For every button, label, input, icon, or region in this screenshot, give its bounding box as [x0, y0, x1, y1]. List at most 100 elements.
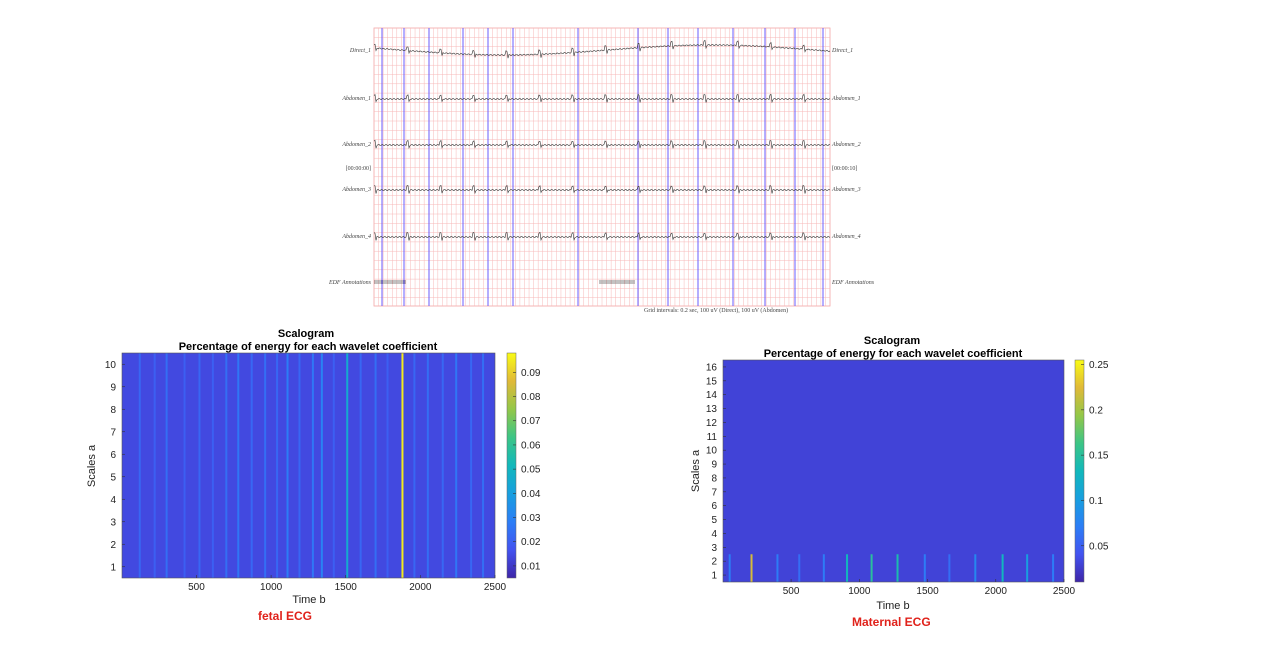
scalogram-fetal: Scalogram Percentage of energy for each … — [86, 328, 541, 606]
heatmap-stripe — [165, 353, 168, 578]
x-axis-label-fetal: Time b — [292, 594, 325, 606]
y-axis-label-maternal: Scales a — [690, 449, 702, 492]
colorbar-fetal — [506, 352, 517, 579]
y-tick-label: 7 — [110, 427, 116, 438]
colorbar-tick-label: 0.02 — [521, 537, 541, 548]
heatmap-stripe — [1052, 554, 1055, 582]
heatmap-stripe — [426, 353, 429, 578]
y-tick-label: 7 — [711, 487, 717, 498]
chart-title-maternal: Scalogram — [864, 335, 920, 347]
heatmap-stripe — [441, 353, 444, 578]
ecg-label-right-3: Abdomen_2 — [831, 142, 861, 148]
colorbar-ticks-fetal: 0.01 0.02 0.03 0.04 0.05 0.06 0.07 0.08 0.09 — [513, 368, 541, 572]
x-tick-label: 2500 — [484, 582, 507, 593]
heatmap-background — [122, 353, 495, 578]
heatmap-stripe — [386, 353, 389, 578]
colorbar-tick-label: 0.03 — [521, 513, 541, 524]
heatmap-stripe — [974, 554, 977, 582]
y-tick-label: 1 — [110, 562, 116, 573]
y-tick-label: 15 — [706, 376, 718, 387]
y-tick-label: 5 — [110, 472, 116, 483]
y-tick-label: 6 — [110, 450, 116, 461]
heatmap-stripe — [286, 353, 289, 578]
x-tick-label: 2000 — [985, 586, 1008, 597]
x-tick-label: 2500 — [1053, 586, 1076, 597]
heatmap-stripe — [250, 353, 253, 578]
colorbar-maternal — [1074, 359, 1085, 583]
heatmap-stripe — [401, 353, 404, 578]
heatmap-stripe — [374, 353, 377, 578]
heatmap-stripe — [1026, 554, 1029, 582]
heatmap-stripe — [320, 353, 323, 578]
scalogram-maternal: Scalogram Percentage of energy for each … — [690, 335, 1109, 612]
chart-subtitle-fetal: Percentage of energy for each wavelet co… — [179, 341, 438, 353]
colorbar-tick-label: 0.25 — [1089, 360, 1109, 371]
plot-frame — [722, 359, 1065, 583]
colorbar-tick-label: 0.09 — [521, 368, 541, 379]
axis-ticks-fetal: 500 1000 1500 2000 2500 1 2 3 4 5 6 7 8 9 10 — [105, 360, 507, 593]
x-axis-label-maternal: Time b — [876, 600, 909, 612]
ecg-trace — [373, 139, 830, 150]
heatmap-stripe — [870, 554, 873, 582]
plot-frame — [121, 352, 496, 579]
heatmap-stripe — [846, 554, 849, 582]
heatmap-stripe — [728, 554, 731, 582]
heatmap-stripe — [822, 554, 825, 582]
heatmap-stripe — [1001, 554, 1004, 582]
heatmap-stripe — [482, 353, 485, 578]
heatmap-stripe — [211, 353, 214, 578]
y-tick-label: 10 — [706, 446, 718, 457]
y-tick-label: 12 — [706, 418, 718, 429]
y-tick-label: 10 — [105, 360, 117, 371]
y-tick-label: 6 — [711, 501, 717, 512]
y-tick-label: 2 — [711, 557, 717, 568]
heatmap-stripe — [923, 554, 926, 582]
y-tick-label: 3 — [110, 517, 116, 528]
heatmap-stripe — [198, 353, 201, 578]
chart-subtitle-maternal: Percentage of energy for each wavelet co… — [764, 348, 1023, 360]
x-tick-label: 500 — [188, 582, 205, 593]
colorbar-tick-label: 0.15 — [1089, 451, 1109, 462]
colorbar-tick-label: 0.2 — [1089, 405, 1103, 416]
ecg-grid — [373, 27, 831, 306]
ecg-trace — [373, 93, 831, 104]
heatmap-stripe — [225, 353, 228, 578]
heatmap-stripe — [298, 353, 301, 578]
heatmap-background — [723, 360, 1064, 582]
heatmap-stripe — [332, 353, 335, 578]
colorbar-tick-label: 0.1 — [1089, 496, 1103, 507]
colorbar-tick-label: 0.08 — [521, 392, 541, 403]
colorbar-tick-label: 0.07 — [521, 416, 541, 427]
ecg-time-end: [00:00:10] — [832, 166, 857, 172]
x-tick-label: 1000 — [260, 582, 283, 593]
ecg-label-right-2: Abdomen_1 — [831, 96, 861, 102]
x-tick-label: 2000 — [409, 582, 432, 593]
y-tick-label: 3 — [711, 543, 717, 554]
heatmap-stripe — [153, 353, 156, 578]
x-tick-label: 1500 — [916, 586, 939, 597]
heatmap-stripe — [264, 353, 267, 578]
heatmap-fetal — [121, 352, 496, 579]
colorbar-tick-label: 0.06 — [521, 440, 541, 451]
y-tick-label: 5 — [711, 515, 717, 526]
ecg-label-left-5: Abdomen_4 — [341, 233, 371, 240]
heatmap-stripe — [413, 353, 416, 578]
colorbar-ticks-maternal: 0.05 0.1 0.15 0.2 0.25 — [1081, 360, 1109, 552]
ecg-label-left-3: Abdomen_2 — [341, 142, 371, 148]
ecg-label-right-4: Abdomen_3 — [831, 187, 861, 193]
y-tick-label: 2 — [110, 540, 116, 551]
heatmap-stripe — [276, 353, 279, 578]
ecg-traces — [373, 39, 831, 284]
heatmap-stripe — [948, 554, 951, 582]
y-tick-label: 14 — [706, 390, 718, 401]
y-tick-label: 4 — [711, 529, 717, 540]
heatmap-stripe — [455, 353, 458, 578]
ecg-trace — [373, 39, 831, 59]
y-tick-label: 13 — [706, 404, 718, 415]
ecg-label-left-1: Direct_1 — [349, 48, 371, 54]
ecg-label-right-6: EDF Annotations — [831, 280, 875, 286]
y-tick-label: 11 — [707, 432, 718, 443]
axis-ticks-maternal: 500 1000 1500 2000 2500123456789101112131415… — [706, 362, 1076, 597]
colorbar-tick-label: 0.01 — [521, 561, 541, 572]
